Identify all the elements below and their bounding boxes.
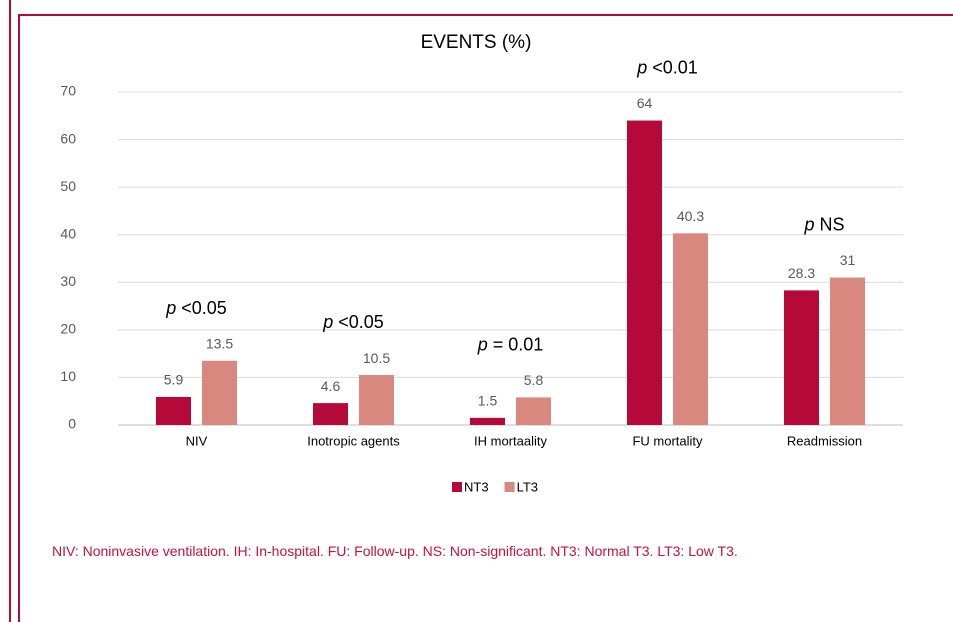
p-symbol: p	[803, 214, 814, 234]
p-annotation: p NS	[803, 214, 844, 234]
p-value: <0.05	[181, 298, 227, 318]
p-annotation: p <0.01	[636, 57, 698, 77]
value-label: 64	[637, 95, 653, 111]
legend-swatch	[504, 482, 515, 492]
bar	[313, 403, 348, 425]
p-value: <0.01	[652, 57, 698, 77]
y-tick-label: 40	[60, 225, 76, 241]
bar	[784, 290, 819, 425]
x-tick-label: FU mortality	[632, 433, 703, 448]
bar	[673, 233, 708, 425]
p-symbol: p	[477, 334, 488, 354]
x-tick-label: NIV	[186, 433, 208, 448]
bar	[470, 417, 505, 425]
value-label: 28.3	[788, 265, 815, 281]
y-tick-label: 60	[60, 130, 76, 146]
bar	[830, 277, 865, 425]
p-symbol: p	[322, 312, 333, 332]
legend-label: NT3	[464, 479, 489, 494]
bar	[516, 397, 551, 425]
bar	[627, 120, 662, 426]
legend-label: LT3	[517, 479, 538, 494]
y-tick-label: 0	[68, 416, 76, 432]
y-tick-label: 30	[60, 273, 76, 289]
y-tick-label: 10	[60, 368, 76, 384]
x-tick-label: Inotropic agents	[307, 433, 400, 448]
bar	[156, 396, 191, 425]
value-label: 13.5	[206, 335, 233, 351]
y-tick-label: 70	[60, 83, 76, 99]
p-value: <0.05	[338, 312, 384, 332]
y-tick-label: 50	[60, 178, 76, 194]
p-annotation: p <0.05	[165, 298, 227, 318]
frame-box	[18, 14, 953, 622]
value-label: 31	[840, 252, 856, 268]
p-annotation: p = 0.01	[477, 334, 544, 354]
footnote: NIV: Noninvasive ventilation. IH: In-hos…	[52, 543, 738, 559]
p-symbol: p	[165, 298, 176, 318]
p-value: NS	[820, 214, 845, 234]
p-annotation: p <0.05	[322, 312, 384, 332]
x-tick-label: IH mortaality	[474, 433, 547, 448]
p-value: = 0.01	[493, 334, 544, 354]
value-label: 5.9	[164, 372, 184, 388]
legend-swatch	[452, 482, 462, 492]
value-label: 40.3	[677, 208, 704, 224]
value-label: 4.6	[321, 378, 341, 394]
value-label: 1.5	[478, 393, 498, 409]
bar	[359, 375, 394, 425]
y-tick-label: 20	[60, 321, 76, 337]
value-label: 10.5	[363, 350, 390, 366]
chart-title: EVENTS (%)	[421, 32, 532, 53]
x-tick-label: Readmission	[787, 433, 862, 448]
p-symbol: p	[636, 57, 647, 77]
bar	[202, 360, 237, 425]
value-label: 5.8	[524, 372, 544, 388]
